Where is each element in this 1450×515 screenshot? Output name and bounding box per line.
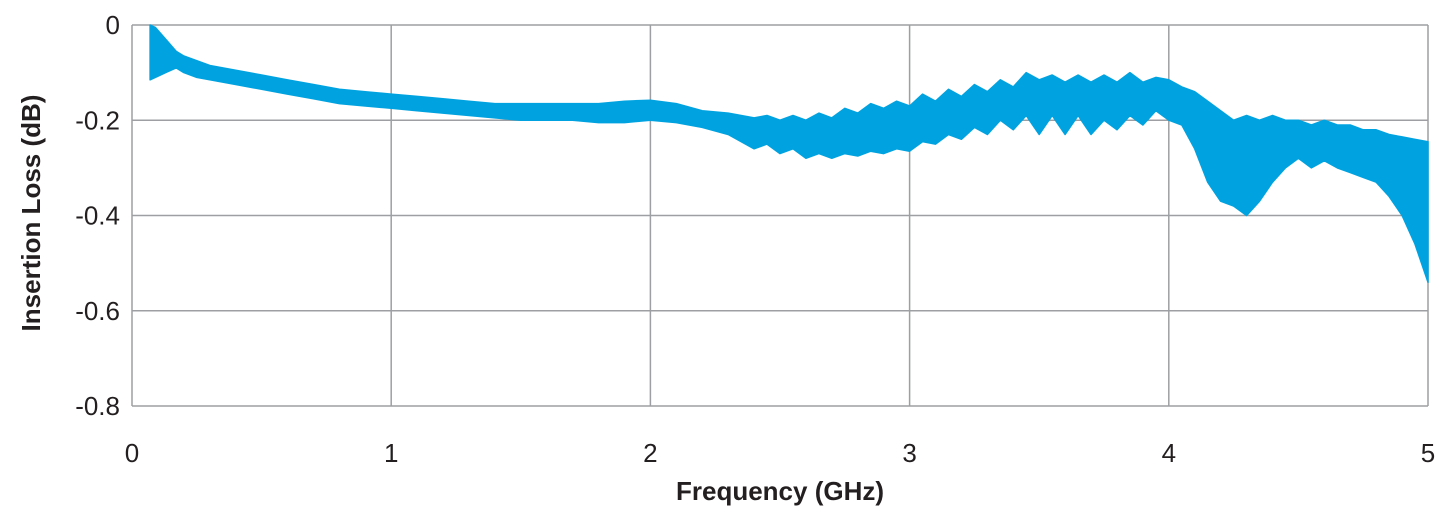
grid <box>132 24 1429 406</box>
x-tick-label: 4 <box>1162 438 1176 468</box>
y-tick-label: -0.8 <box>75 391 120 421</box>
y-tick-label: 0 <box>106 10 120 40</box>
data-layer <box>149 24 1429 283</box>
x-tick-label: 1 <box>384 438 398 468</box>
y-tick-label: -0.6 <box>75 296 120 326</box>
insertion-loss-band <box>149 24 1429 283</box>
x-tick-label: 5 <box>1421 438 1435 468</box>
y-tick-label: -0.4 <box>75 201 120 231</box>
x-tick-label: 0 <box>125 438 139 468</box>
y-axis-label: Insertion Loss (dB) <box>16 95 46 332</box>
x-axis-label: Frequency (GHz) <box>676 476 884 506</box>
y-tick-label: -0.2 <box>75 105 120 135</box>
x-tick-label: 2 <box>643 438 657 468</box>
tick-labels: 0 1 2 3 4 5 0 -0.2 -0.4 -0.6 -0.8 <box>75 10 1435 468</box>
x-tick-label: 3 <box>902 438 916 468</box>
axes <box>131 25 1428 407</box>
